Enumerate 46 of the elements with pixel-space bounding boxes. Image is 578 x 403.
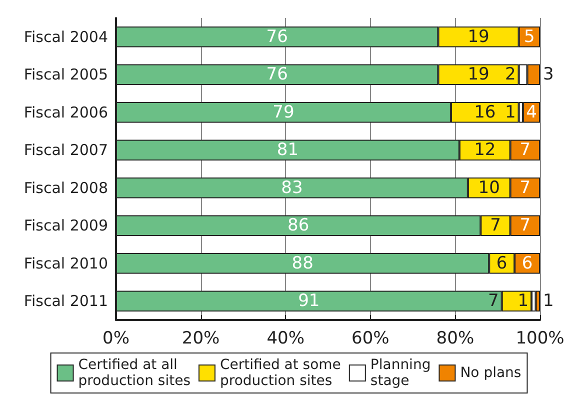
data-label: 1 <box>543 291 554 312</box>
y-tick-label: Fiscal 2006 <box>24 103 108 122</box>
data-label: 6 <box>496 253 508 274</box>
data-label: 76 <box>266 64 288 85</box>
x-tick-label: 0% <box>102 328 130 348</box>
data-label: 88 <box>292 253 314 274</box>
data-label: 3 <box>543 64 554 85</box>
legend-label: Planning stage <box>370 357 431 389</box>
data-label: 19 <box>468 64 490 85</box>
data-label: 7 <box>488 291 499 312</box>
data-label: 7 <box>490 216 501 236</box>
x-tick-label: 60% <box>352 328 390 348</box>
legend-label: Certified at some production sites <box>220 357 341 389</box>
y-tick-label: Fiscal 2008 <box>24 178 108 197</box>
x-tick-label: 100% <box>516 328 564 348</box>
legend-label: Certified at all production sites <box>78 357 190 389</box>
data-label: 7 <box>520 140 531 160</box>
data-label: 86 <box>288 216 310 236</box>
data-label: 10 <box>478 178 500 198</box>
data-label: 5 <box>524 26 535 47</box>
x-tick-label: 40% <box>266 328 304 348</box>
data-label: 91 <box>298 291 320 312</box>
x-tick-label: 80% <box>436 328 474 348</box>
data-label: 2 <box>504 64 516 85</box>
y-tick-label: Fiscal 2004 <box>24 28 108 46</box>
y-tick-label: Fiscal 2011 <box>24 292 108 310</box>
y-tick-label: Fiscal 2007 <box>24 141 108 160</box>
data-label: 12 <box>474 140 496 160</box>
data-label: 79 <box>272 102 294 122</box>
data-label: 1 <box>518 291 529 312</box>
data-label: 6 <box>522 253 533 274</box>
data-label: 76 <box>266 26 288 47</box>
data-label: 16 <box>474 102 496 122</box>
data-label: 4 <box>526 102 537 122</box>
y-tick-label: Fiscal 2010 <box>24 254 108 272</box>
data-label: 1 <box>504 102 516 122</box>
data-label: 83 <box>281 178 303 198</box>
data-label: 19 <box>468 26 490 47</box>
legend-label: No plans <box>460 365 522 381</box>
bar <box>536 290 540 312</box>
data-label: 7 <box>520 178 531 198</box>
y-tick-label: Fiscal 2009 <box>24 216 108 235</box>
data-label: 7 <box>520 216 531 236</box>
data-label: 81 <box>276 140 299 160</box>
y-tick-label: Fiscal 2005 <box>24 66 108 84</box>
x-tick-label: 20% <box>182 328 220 348</box>
